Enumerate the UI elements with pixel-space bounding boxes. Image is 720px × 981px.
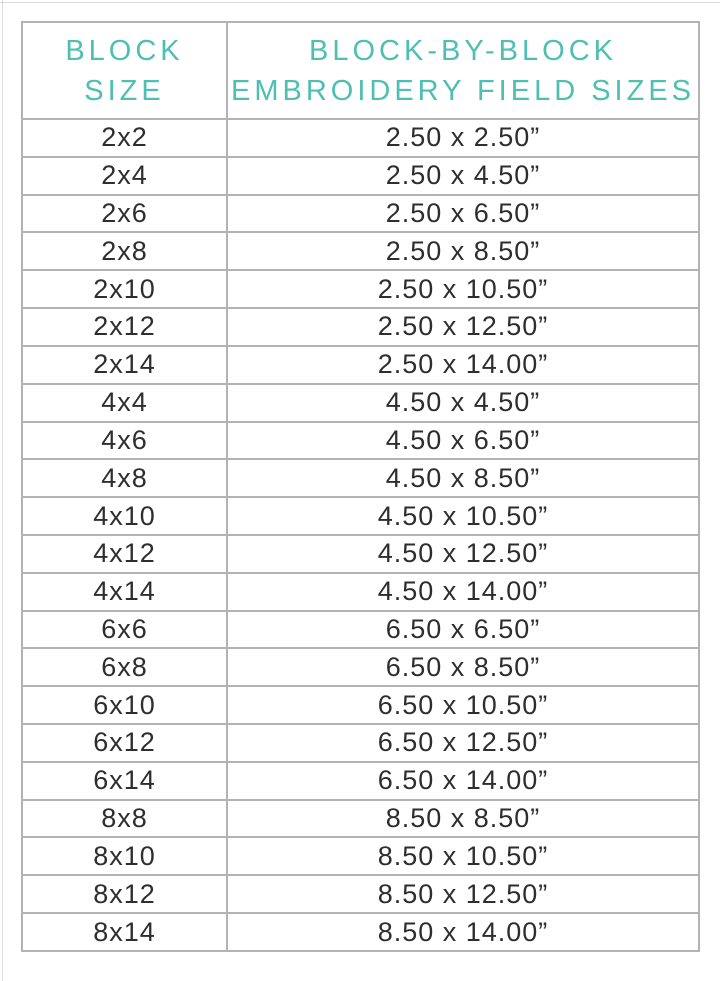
- field-size-cell: 6.50 x 12.50”: [226, 723, 700, 763]
- table-body: 2x2 2.50 x 2.50” 2x4 2.50 x 4.50” 2x6 2.50 x …: [21, 118, 700, 952]
- page-edge-left-line: [2, 0, 3, 981]
- header-line: BLOCK-BY-BLOCK: [309, 34, 617, 67]
- field-size-cell: 4.50 x 10.50”: [226, 496, 700, 536]
- table-row: 2x10 2.50 x 10.50”: [21, 269, 700, 310]
- table-row: 4x10 4.50 x 10.50”: [21, 496, 700, 536]
- field-size-cell: 2.50 x 10.50”: [226, 269, 700, 310]
- block-size-cell: 8x12: [21, 874, 228, 915]
- block-size-cell: 6x6: [21, 609, 228, 650]
- block-size-cell: 2x10: [21, 269, 228, 310]
- table-row: 4x4 4.50 x 4.50”: [21, 382, 700, 423]
- table-row: 4x8 4.50 x 8.50”: [21, 458, 700, 499]
- block-size-cell: 4x4: [21, 382, 228, 423]
- table-row: 8x12 8.50 x 12.50”: [21, 874, 700, 915]
- table-row: 6x8 6.50 x 8.50”: [21, 647, 700, 688]
- field-size-cell: 8.50 x 8.50”: [226, 798, 700, 839]
- table-row: 8x8 8.50 x 8.50”: [21, 798, 700, 839]
- block-size-cell: 4x6: [21, 420, 228, 461]
- block-size-cell: 2x12: [21, 307, 228, 347]
- header-line: EMBROIDERY FIELD SIZES: [230, 74, 696, 107]
- table-row: 4x14 4.50 x 14.00”: [21, 571, 700, 612]
- field-size-cell: 4.50 x 4.50”: [226, 382, 700, 423]
- block-size-cell: 6x14: [21, 760, 228, 801]
- field-size-cell: 2.50 x 6.50”: [226, 193, 700, 234]
- table-row: 2x12 2.50 x 12.50”: [21, 307, 700, 347]
- table-row: 2x14 2.50 x 14.00”: [21, 344, 700, 385]
- table-row: 2x6 2.50 x 6.50”: [21, 193, 700, 234]
- field-size-cell: 8.50 x 10.50”: [226, 836, 700, 877]
- table-row: 4x12 4.50 x 12.50”: [21, 533, 700, 574]
- block-size-table: BLOCK SIZE BLOCK-BY-BLOCK EMBROIDERY FIE…: [21, 21, 700, 952]
- field-size-cell: 2.50 x 8.50”: [226, 231, 700, 272]
- table-row: 8x14 8.50 x 14.00”: [21, 912, 700, 952]
- field-size-cell: 4.50 x 6.50”: [226, 420, 700, 461]
- field-sizes-header-cell: BLOCK-BY-BLOCK EMBROIDERY FIELD SIZES: [226, 21, 700, 120]
- table-row: 2x8 2.50 x 8.50”: [21, 231, 700, 272]
- block-size-cell: 6x12: [21, 723, 228, 763]
- field-size-cell: 2.50 x 14.00”: [226, 344, 700, 385]
- field-size-cell: 4.50 x 8.50”: [226, 458, 700, 499]
- block-size-cell: 8x8: [21, 798, 228, 839]
- table-row: 2x2 2.50 x 2.50”: [21, 118, 700, 158]
- block-size-cell: 2x14: [21, 344, 228, 385]
- block-size-cell: 6x8: [21, 647, 228, 688]
- block-size-cell: 4x12: [21, 533, 228, 574]
- field-size-cell: 6.50 x 8.50”: [226, 647, 700, 688]
- block-size-cell: 4x10: [21, 496, 228, 536]
- table-row: 6x14 6.50 x 14.00”: [21, 760, 700, 801]
- block-size-cell: 2x2: [21, 118, 228, 158]
- header-line: SIZE: [84, 74, 165, 107]
- field-size-cell: 2.50 x 2.50”: [226, 118, 700, 158]
- table-row: 2x4 2.50 x 4.50”: [21, 155, 700, 196]
- header-row: BLOCK SIZE BLOCK-BY-BLOCK EMBROIDERY FIE…: [21, 21, 700, 120]
- table-row: 4x6 4.50 x 6.50”: [21, 420, 700, 461]
- block-size-cell: 8x10: [21, 836, 228, 877]
- table-header: BLOCK SIZE BLOCK-BY-BLOCK EMBROIDERY FIE…: [21, 21, 700, 120]
- field-size-cell: 6.50 x 14.00”: [226, 760, 700, 801]
- field-size-cell: 6.50 x 6.50”: [226, 609, 700, 650]
- block-size-cell: 8x14: [21, 912, 228, 952]
- block-size-header-cell: BLOCK SIZE: [21, 21, 228, 120]
- field-size-cell: 8.50 x 12.50”: [226, 874, 700, 915]
- table-row: 6x12 6.50 x 12.50”: [21, 723, 700, 763]
- header-line: BLOCK: [65, 34, 184, 67]
- field-size-cell: 6.50 x 10.50”: [226, 685, 700, 725]
- table-row: 6x10 6.50 x 10.50”: [21, 685, 700, 725]
- block-size-cell: 2x4: [21, 155, 228, 196]
- field-size-cell: 2.50 x 12.50”: [226, 307, 700, 347]
- block-size-cell: 4x14: [21, 571, 228, 612]
- block-size-cell: 2x6: [21, 193, 228, 234]
- block-size-cell: 4x8: [21, 458, 228, 499]
- table-row: 6x6 6.50 x 6.50”: [21, 609, 700, 650]
- field-size-cell: 2.50 x 4.50”: [226, 155, 700, 196]
- field-size-cell: 4.50 x 12.50”: [226, 533, 700, 574]
- page-edge-top-line: [0, 2, 720, 3]
- block-size-cell: 2x8: [21, 231, 228, 272]
- field-size-cell: 8.50 x 14.00”: [226, 912, 700, 952]
- field-size-cell: 4.50 x 14.00”: [226, 571, 700, 612]
- block-size-cell: 6x10: [21, 685, 228, 725]
- table-row: 8x10 8.50 x 10.50”: [21, 836, 700, 877]
